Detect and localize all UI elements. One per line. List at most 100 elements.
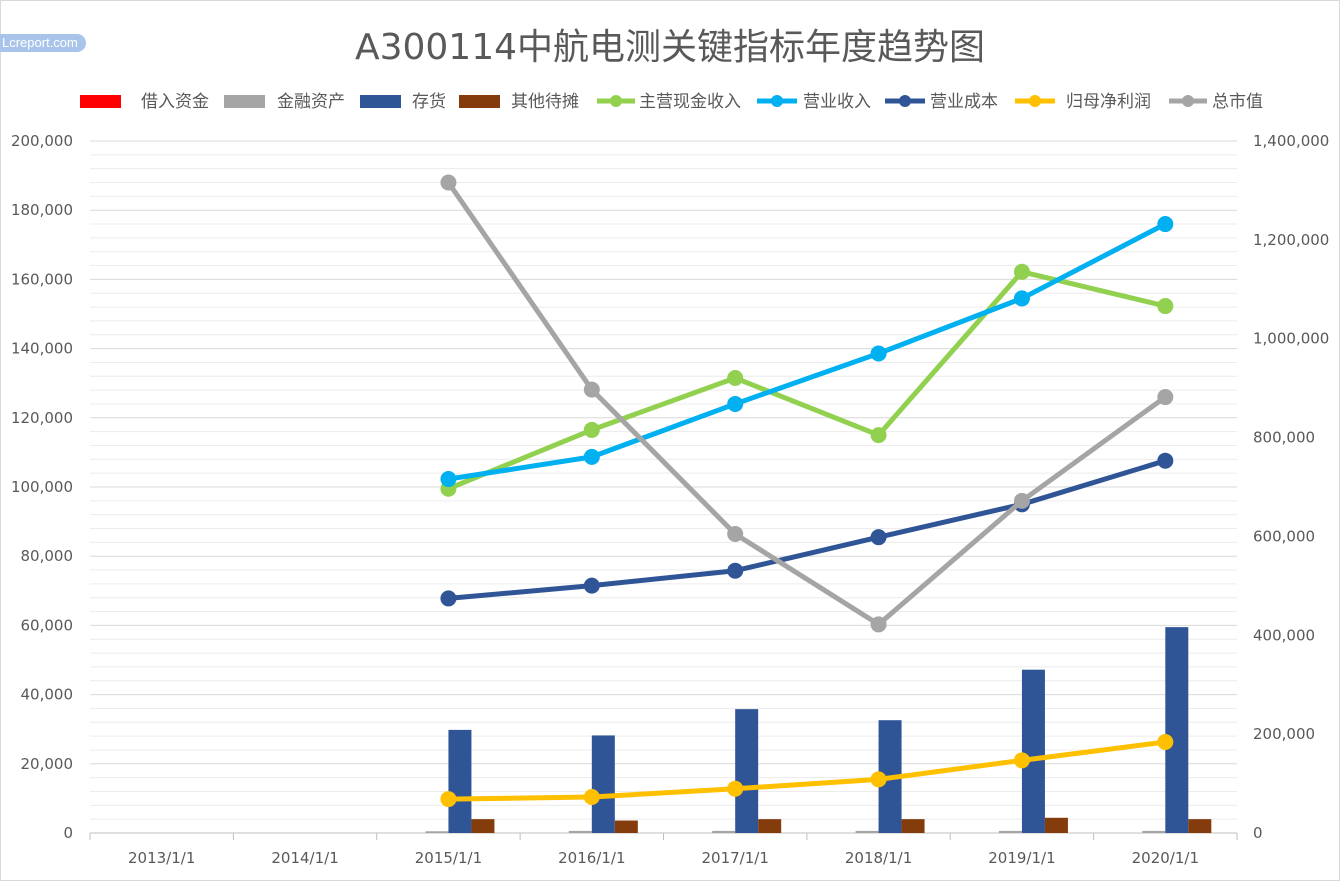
legend-label: 营业收入 <box>803 92 871 112</box>
right-tick-label: 400,000 <box>1253 626 1315 644</box>
bar-其他待摊 <box>901 819 925 833</box>
left-tick-label: 140,000 <box>11 340 73 358</box>
point-营业收入 <box>1157 216 1174 233</box>
legend-marker-主营现金收入 <box>610 95 622 107</box>
point-营业成本 <box>727 562 744 579</box>
legend-label: 归母净利润 <box>1066 92 1151 112</box>
x-tick-label: 2017/1/1 <box>702 849 769 867</box>
watermark: Lcreport.com <box>0 34 86 52</box>
line-营业成本 <box>448 458 1167 601</box>
point-归母净利润 <box>583 789 600 806</box>
left-tick-label: 120,000 <box>11 409 73 427</box>
legend-label: 营业成本 <box>930 92 998 112</box>
legend-label: 金融资产 <box>277 92 345 112</box>
point-营业成本 <box>1157 452 1174 469</box>
legend-marker-总市值 <box>1182 95 1194 107</box>
bar-存货 <box>735 709 759 833</box>
point-主营现金收入 <box>1013 263 1030 280</box>
right-axis-ticks: 0 200,000 400,000 600,000 800,000 1,000,000 1,… <box>1253 132 1329 842</box>
left-tick-label: 180,000 <box>11 201 73 219</box>
left-tick-label: 40,000 <box>21 686 74 704</box>
left-tick-label: 100,000 <box>11 478 73 496</box>
right-tick-label: 600,000 <box>1253 527 1315 545</box>
x-axis: 2013/1/1 2014/1/1 2015/1/1 2016/1/1 2017/1/1… <box>89 832 1238 867</box>
right-tick-label: 1,400,000 <box>1253 132 1329 150</box>
bar-金融资产 <box>998 830 1022 833</box>
point-总市值 <box>1013 492 1030 509</box>
bar-存货 <box>1021 669 1045 833</box>
x-tick-label: 2013/1/1 <box>128 849 195 867</box>
point-主营现金收入 <box>583 421 600 438</box>
bar-其他待摊 <box>1188 819 1212 833</box>
bar-金融资产 <box>425 831 449 833</box>
bar-金融资产 <box>1142 830 1166 833</box>
right-tick-label: 0 <box>1253 824 1263 842</box>
bar-其他待摊 <box>1044 817 1068 833</box>
bar-其他待摊 <box>471 819 495 833</box>
point-营业成本 <box>583 577 600 594</box>
left-tick-label: 80,000 <box>21 547 74 565</box>
legend: 借入资金 金融资产 存货 其他待摊 主营现金收入 营业收入 营业成本 归母净利润 总市值 <box>80 92 1263 112</box>
line-主营现金收入 <box>447 269 1166 492</box>
x-tick-label: 2016/1/1 <box>558 849 625 867</box>
x-tick-label: 2019/1/1 <box>988 849 1055 867</box>
legend-marker-归母净利润 <box>1029 95 1041 107</box>
point-营业收入 <box>1013 290 1030 307</box>
left-axis-ticks: 0 20,000 40,000 60,000 80,000 100,000 120,000 1… <box>11 132 73 842</box>
legend-marker-营业成本 <box>899 95 911 107</box>
left-tick-label: 60,000 <box>21 616 74 634</box>
left-tick-label: 200,000 <box>11 132 73 150</box>
bar-存货 <box>448 729 472 833</box>
gridlines <box>90 140 1237 820</box>
point-总市值 <box>583 381 600 398</box>
bar-其他待摊 <box>758 819 782 833</box>
point-营业收入 <box>440 471 457 488</box>
left-tick-label: 20,000 <box>21 755 74 773</box>
bar-金融资产 <box>855 830 879 833</box>
bar-金融资产 <box>568 830 592 833</box>
point-总市值 <box>440 174 457 191</box>
bar-series <box>425 627 1212 833</box>
legend-label: 其他待摊 <box>511 92 579 112</box>
point-营业成本 <box>870 529 887 546</box>
x-tick-label: 2015/1/1 <box>415 849 482 867</box>
point-归母净利润 <box>727 780 744 797</box>
right-tick-label: 1,000,000 <box>1253 330 1329 348</box>
bar-存货 <box>1165 627 1189 833</box>
point-主营现金收入 <box>870 427 887 444</box>
bar-其他待摊 <box>614 820 638 833</box>
legend-swatch-其他待摊 <box>459 95 500 108</box>
line-归母净利润 <box>448 739 1166 802</box>
point-主营现金收入 <box>727 370 744 387</box>
legend-swatch-金融资产 <box>224 95 265 108</box>
point-营业收入 <box>870 345 887 362</box>
point-营业成本 <box>440 590 457 607</box>
point-总市值 <box>870 616 887 633</box>
point-归母净利润 <box>1157 734 1174 751</box>
legend-label: 存货 <box>412 92 446 112</box>
point-主营现金收入 <box>1157 298 1174 315</box>
bar-存货 <box>591 735 615 833</box>
legend-label: 主营现金收入 <box>639 92 741 112</box>
line-营业收入 <box>448 221 1167 482</box>
right-tick-label: 1,200,000 <box>1253 231 1329 249</box>
line-总市值 <box>446 181 1167 627</box>
chart-title: A300114中航电测关键指标年度趋势图 <box>354 27 986 68</box>
point-归母净利润 <box>870 771 887 788</box>
x-tick-label: 2018/1/1 <box>845 849 912 867</box>
point-归母净利润 <box>1013 752 1030 769</box>
point-总市值 <box>1157 389 1174 406</box>
legend-label: 总市值 <box>1212 92 1263 112</box>
bar-金融资产 <box>712 830 736 833</box>
legend-label: 借入资金 <box>141 92 209 112</box>
right-tick-label: 800,000 <box>1253 429 1315 447</box>
left-tick-label: 0 <box>63 824 73 842</box>
point-总市值 <box>727 525 744 542</box>
legend-swatch-存货 <box>360 95 401 108</box>
legend-swatch-借入资金 <box>80 95 121 108</box>
point-归母净利润 <box>440 791 457 808</box>
x-tick-label: 2020/1/1 <box>1132 849 1199 867</box>
x-tick-label: 2014/1/1 <box>271 849 338 867</box>
